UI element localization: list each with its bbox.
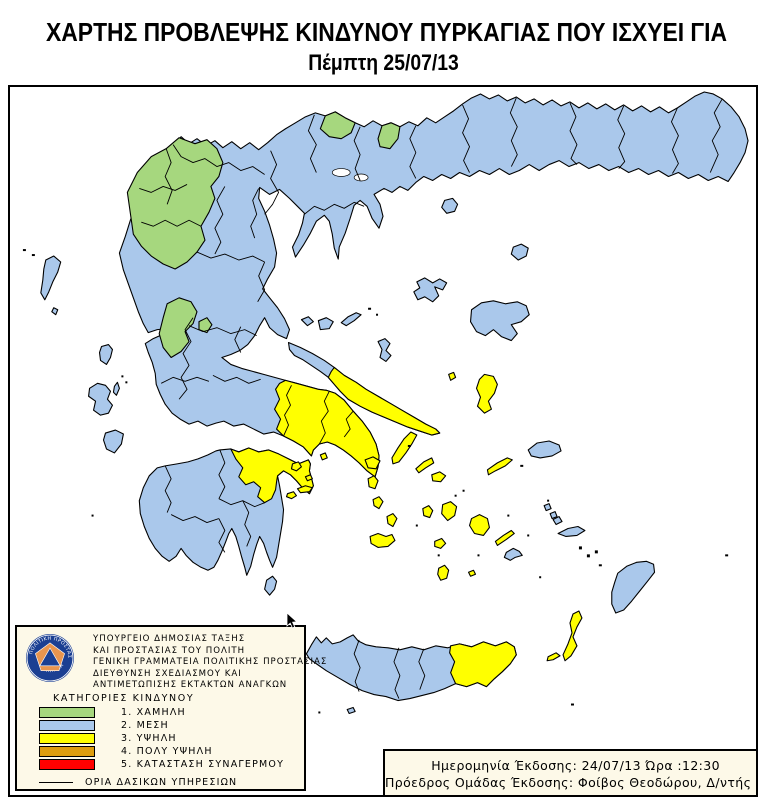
agency-line: ΔΙΕΥΘΥΝΣΗ ΣΧΕΔΙΑΣΜΟΥ ΚΑΙ	[93, 668, 242, 679]
region-kea	[364, 456, 381, 470]
legend-label-medium: 2. ΜΕΣΗ	[121, 719, 169, 731]
region-skopelos	[317, 317, 334, 331]
region-alonissos	[340, 312, 362, 327]
region-ikaria	[486, 457, 513, 476]
region-euboea-south	[327, 366, 441, 436]
region-spetses	[285, 491, 298, 500]
legend-label-very-high: 4. ΠΟΛΥ ΥΨΗΛΗ	[121, 745, 213, 757]
region-green-nw	[126, 137, 224, 270]
region-corinthia-argolis	[230, 447, 314, 504]
agency-line: ΥΠΟΥΡΓΕΙΟ ΔΗΜΟΣΙΑΣ ΤΑΞΗΣ	[93, 634, 246, 644]
lake-koronia	[331, 168, 351, 177]
legend-item-medium: 2. ΜΕΣΗ	[39, 719, 169, 731]
issue-info-box: Ημερομηνία Έκδοσης: 24/07/13 Ώρα :12:30 …	[383, 749, 756, 795]
region-rhodes	[611, 560, 656, 614]
region-anafi	[467, 569, 477, 577]
region-leros	[549, 511, 558, 520]
region-hydra	[296, 485, 313, 494]
region-green-central-b	[198, 317, 213, 334]
region-gavdos	[346, 706, 356, 715]
region-milos	[369, 532, 396, 548]
small-islets	[22, 249, 729, 714]
legend-item-high: 3. ΥΨΗΛΗ	[39, 732, 177, 744]
legend-label-alarm: 5. ΚΑΤΑΣΤΑΣΗ ΣΥΝΑΓΕΡΜΟΥ	[121, 758, 285, 770]
region-kos	[557, 525, 586, 538]
region-attica-boeotia	[274, 379, 380, 478]
region-kythira	[264, 575, 278, 596]
legend-swatch-medium	[39, 719, 95, 731]
region-green-north-a	[319, 111, 356, 140]
region-sifnos	[386, 513, 398, 528]
region-amorgos	[494, 529, 515, 546]
region-samothrace	[510, 243, 529, 261]
legend-item-very-high: 4. ΠΟΛΥ ΥΨΗΛΗ	[39, 745, 213, 757]
issue-president-line: Πρόεδρος Ομάδας Έκδοσης: Φοίβος Θεοδώρου…	[385, 775, 752, 790]
region-astypalaia	[503, 547, 523, 561]
prefecture-boundaries	[139, 97, 723, 699]
issue-date-line: Ημερομηνία Έκδοσης: 24/07/13 Ώρα :12:30	[431, 758, 720, 773]
map-frame: ΠΟΛΙΤΙΚΗ ΠΡΟΣΤΑΣΙΑ ΕΛΛΑΔΑ ΥΠΟΥΡΓΕΙΟ ΔΗΜΟ…	[8, 85, 758, 797]
region-limnos	[413, 277, 448, 303]
region-ios	[434, 537, 447, 549]
legend-swatch-very-high	[39, 745, 95, 757]
region-tinos	[415, 457, 435, 474]
legend-swatch-low	[39, 706, 95, 718]
map-canvas	[22, 91, 749, 715]
region-poros	[304, 474, 313, 482]
region-serifos	[372, 496, 384, 510]
region-salamina	[319, 452, 328, 461]
logo-triangle	[39, 647, 61, 667]
region-kefalonia	[88, 382, 113, 416]
title-block: ΧΑΡΤΗΣ ΠΡΟΒΛΕΨΗΣ ΚΙΝΔΥΝΟΥ ΠΥΡΚΑΓΙΑΣ ΠΟΥ …	[0, 17, 767, 75]
region-green-north-b	[377, 122, 401, 150]
region-samos	[527, 440, 562, 459]
legend-label-boundaries: ΟΡΙΑ ΔΑΣΙΚΩΝ ΥΠΗΡΕΣΙΩΝ	[85, 777, 238, 788]
region-lesbos	[469, 300, 530, 342]
legend-item-alarm: 5. ΚΑΤΑΣΤΑΣΗ ΣΥΝΑΓΕΡΜΟΥ	[39, 758, 284, 770]
agency-line: ΓΕΝΙΚΗ ΓΡΑΜΜΑΤΕΙΑ ΠΟΛΙΤΙΚΗΣ ΠΡΟΣΤΑΣΙΑΣ	[93, 657, 328, 667]
legend-label-low: 1. ΧΑΜΗΛΗ	[121, 706, 186, 718]
region-green-central-a	[158, 297, 198, 359]
region-skiathos	[300, 316, 314, 327]
legend-label-high: 3. ΥΨΗΛΗ	[121, 732, 177, 744]
region-mykonos	[431, 471, 447, 483]
agency-text: ΥΠΟΥΡΓΕΙΟ ΔΗΜΟΣΙΑΣ ΤΑΞΗΣ ΚΑΙ ΠΡΟΣΤΑΣΙΑΣ …	[93, 634, 327, 692]
region-kasos	[546, 652, 561, 662]
agency-line: ΚΑΙ ΠΡΟΣΤΑΣΙΑΣ ΤΟΥ ΠΟΛΙΤΗ	[93, 645, 246, 656]
legend-item-boundaries: ΟΡΙΑ ΔΑΣΙΚΩΝ ΥΠΗΡΕΣΙΩΝ	[39, 777, 237, 788]
region-karpathos	[562, 610, 583, 662]
legend-swatch-alarm	[39, 758, 95, 770]
region-santorini	[437, 564, 450, 581]
legend-swatch-high	[39, 732, 95, 744]
legend-categories-title: ΚΑΤΗΓΟΡΙΕΣ ΚΙΝΔΥΝΟΥ	[53, 693, 195, 704]
boundary-line-symbol	[39, 782, 73, 783]
region-corfu	[40, 255, 62, 301]
region-lefkada	[98, 343, 113, 365]
region-paxoi	[51, 307, 59, 316]
region-chios	[475, 373, 498, 414]
region-ithaca	[112, 381, 120, 396]
lake-volvi	[353, 173, 369, 182]
civil-protection-logo: ΠΟΛΙΤΙΚΗ ΠΡΟΣΤΑΣΙΑ ΕΛΛΑΔΑ	[25, 633, 74, 682]
region-andros	[391, 431, 418, 465]
region-psara	[448, 371, 457, 381]
region-naxos	[468, 514, 490, 537]
region-syros	[422, 505, 434, 519]
region-zakynthos	[102, 429, 124, 454]
region-skyros	[377, 338, 392, 362]
region-aegina	[290, 461, 302, 472]
legend-box: ΠΟΛΙΤΙΚΗ ΠΡΟΣΤΑΣΙΑ ΕΛΛΑΔΑ ΥΠΟΥΡΓΕΙΟ ΔΗΜΟ…	[15, 625, 326, 791]
region-kalymnos	[552, 516, 563, 526]
page-title: ΧΑΡΤΗΣ ΠΡΟΒΛΕΨΗΣ ΚΙΝΔΥΝΟΥ ΠΥΡΚΑΓΙΑΣ ΠΟΥ …	[46, 17, 728, 47]
legend-item-low: 1. ΧΑΜΗΛΗ	[39, 706, 186, 718]
region-kythnos	[367, 475, 379, 490]
region-paros	[441, 501, 458, 522]
mouse-cursor-icon	[286, 613, 298, 629]
region-crete-east	[449, 641, 517, 688]
agency-line: ΑΝΤΙΜΕΤΩΠΙΣΗΣ ΕΚΤΑΚΤΩΝ ΑΝΑΓΚΩΝ	[93, 680, 288, 690]
region-thasos	[441, 197, 459, 214]
page-subtitle: Πέμπτη 25/07/13	[308, 49, 459, 75]
region-patmos	[543, 503, 552, 512]
